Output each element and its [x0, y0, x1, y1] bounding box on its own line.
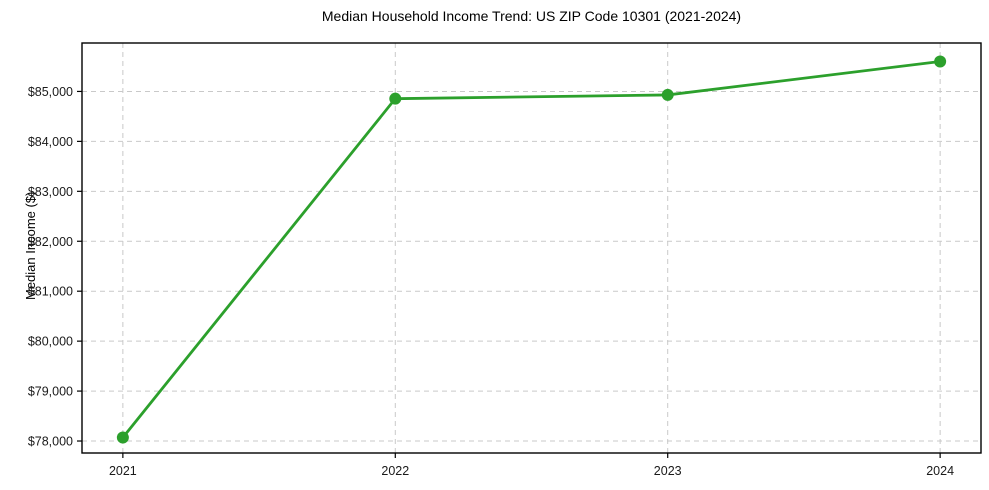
trend-line	[121, 60, 942, 439]
y-tick-label: $78,000	[28, 435, 73, 449]
y-tick-label: $80,000	[28, 335, 73, 349]
data-point-2021	[116, 431, 129, 444]
data-point-2022	[389, 92, 402, 105]
chart-title: Median Household Income Trend: US ZIP Co…	[321, 8, 742, 24]
y-tick-label: $79,000	[28, 385, 73, 399]
x-tick-label: 2024	[926, 464, 954, 478]
x-tick-label: 2022	[381, 464, 409, 478]
data-point-2024	[934, 55, 947, 68]
y-tick-label: $84,000	[28, 135, 73, 149]
x-tick-label: 2023	[654, 464, 682, 478]
plot-border	[81, 42, 982, 454]
y-tick-label: $81,000	[28, 285, 73, 299]
y-tick-label: $85,000	[28, 85, 73, 99]
y-tick-label: $83,000	[28, 185, 73, 199]
y-tick-label: $82,000	[28, 235, 73, 249]
x-tick-label: 2021	[109, 464, 137, 478]
data-point-2023	[661, 88, 674, 101]
